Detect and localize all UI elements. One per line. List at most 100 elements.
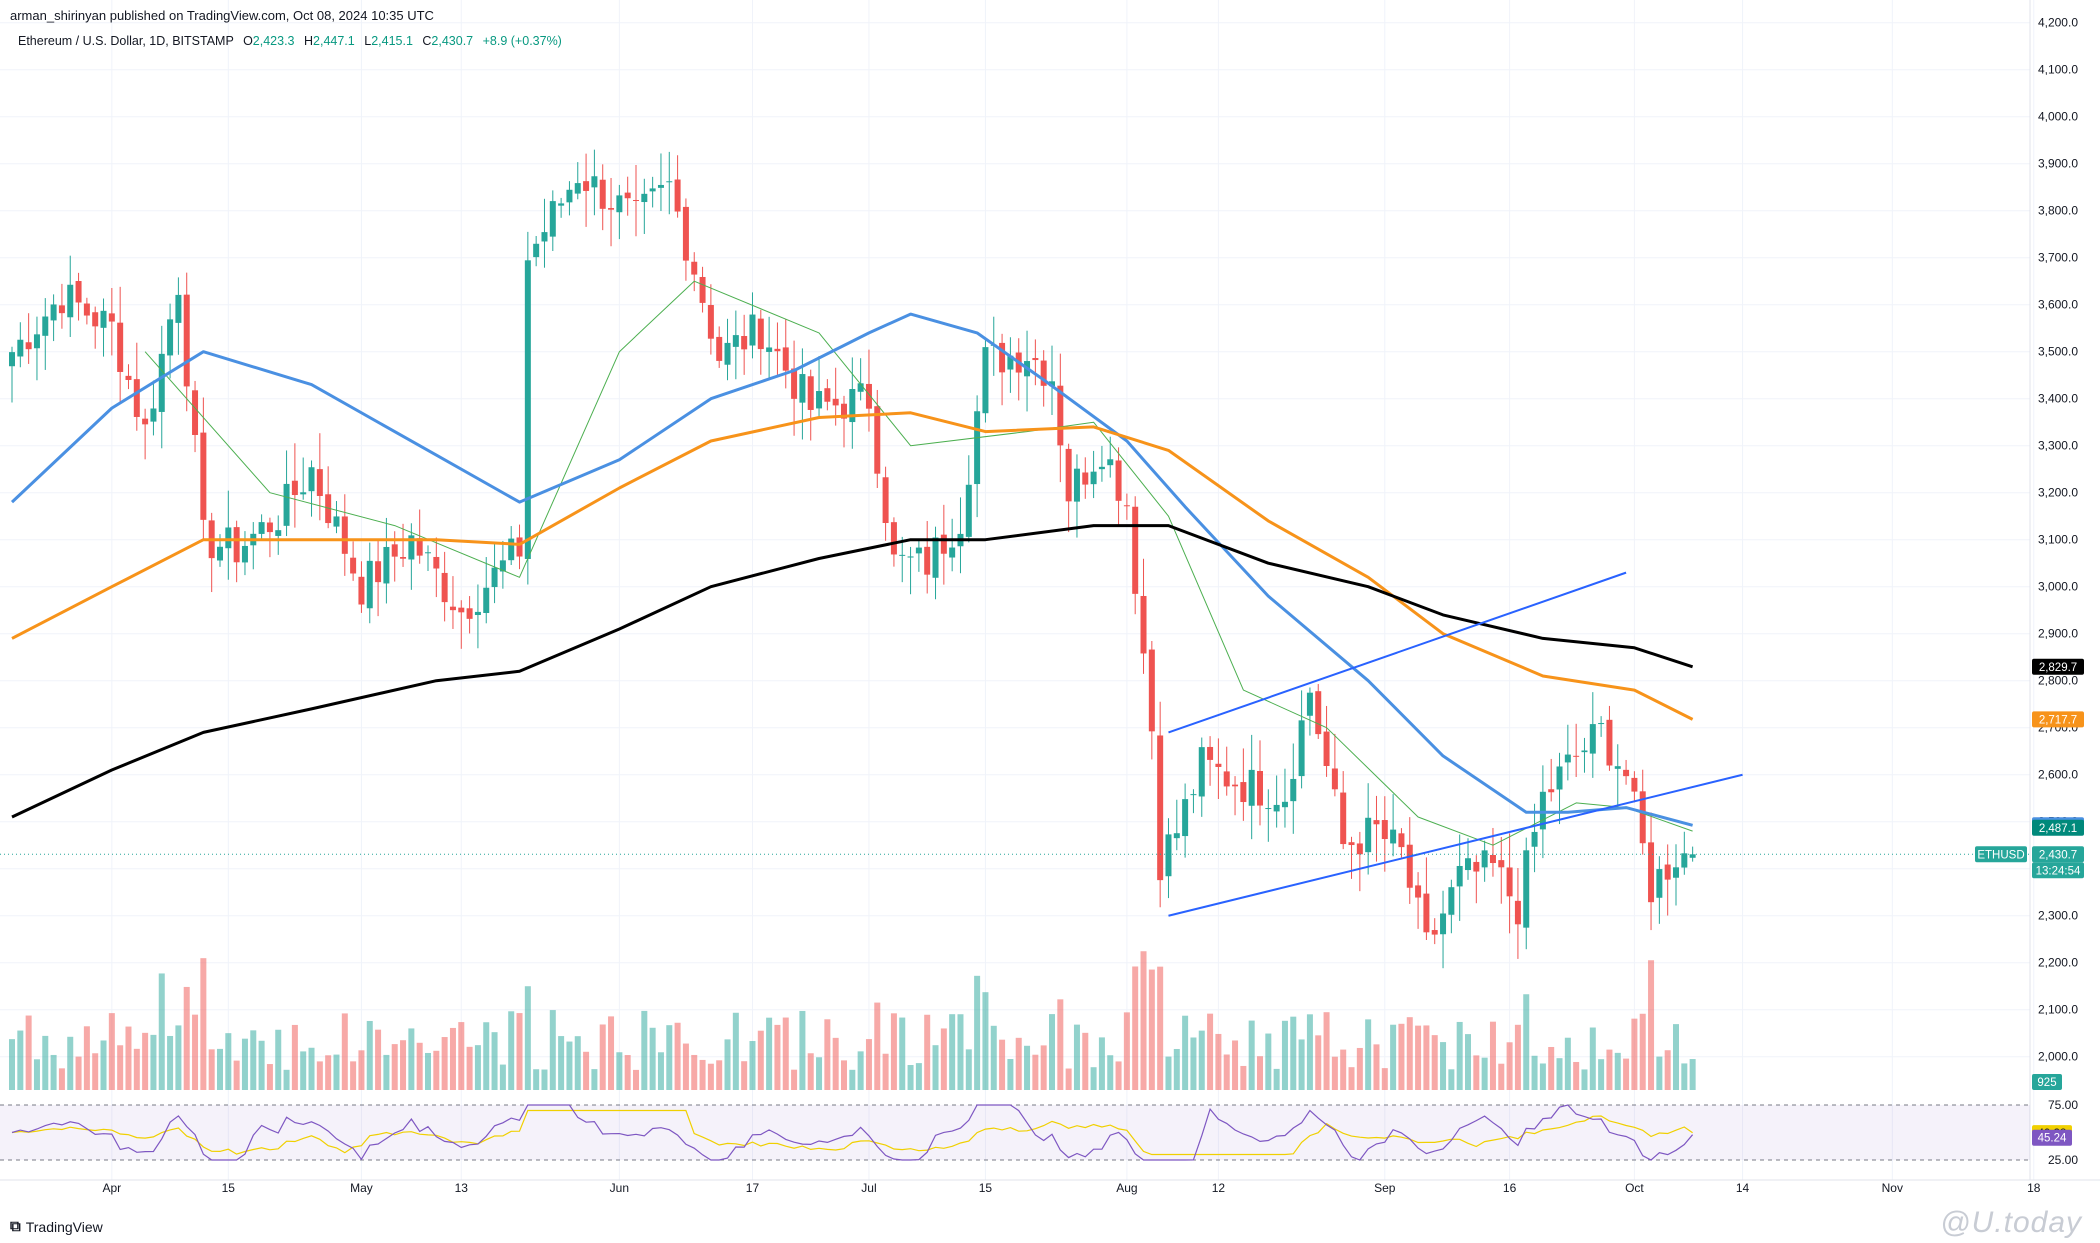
volume-bar — [1232, 1040, 1239, 1090]
price-tick-label: 3,300.0 — [2038, 439, 2078, 453]
price-label: 2,487.1 — [2032, 819, 2084, 836]
volume-bar — [1123, 1012, 1130, 1090]
volume-bar — [1140, 951, 1147, 1090]
price-label-text: 2,487.1 — [2039, 823, 2077, 835]
volume-bar — [1215, 1033, 1222, 1090]
volume-bar — [375, 1029, 382, 1090]
volume-bar — [291, 1024, 298, 1090]
volume-bar — [250, 1030, 257, 1090]
volume-bar — [516, 1013, 523, 1090]
volume-bar — [433, 1050, 440, 1090]
rsi-value-bg — [2032, 1129, 2072, 1146]
candle-body — [1173, 833, 1180, 839]
volume-bar — [807, 1053, 814, 1090]
candle-body — [9, 352, 15, 367]
candle-body — [857, 383, 864, 392]
candle-body — [1032, 357, 1039, 361]
volume-bar — [1032, 1054, 1039, 1090]
volume-bar — [100, 1040, 107, 1090]
candle-body — [1306, 692, 1313, 716]
volume-bar — [599, 1024, 606, 1090]
candle-body — [1598, 723, 1605, 725]
volume-bar — [125, 1026, 132, 1090]
candle-body — [1090, 471, 1097, 485]
candle-body — [1639, 791, 1646, 844]
volume-bar — [1614, 1052, 1621, 1090]
volume-bar — [907, 1065, 914, 1090]
candle-body — [474, 611, 481, 616]
price-tick-label: 3,200.0 — [2038, 486, 2078, 500]
volume-bar — [1415, 1025, 1422, 1090]
price-tick-label: 2,000.0 — [2038, 1050, 2078, 1064]
ohlc-high-value: 2,447.1 — [313, 34, 355, 48]
volume-bar — [932, 1045, 939, 1090]
rsi-line — [11, 1104, 1694, 1161]
volume-bar — [425, 1052, 431, 1090]
volume-bar — [183, 986, 190, 1090]
candle-body — [1240, 782, 1247, 803]
volume-bar — [1323, 1012, 1330, 1090]
volume-bar — [258, 1040, 265, 1090]
candle-body — [300, 492, 307, 495]
candle-body — [574, 183, 581, 194]
candle-body — [217, 546, 223, 561]
candle-body — [1165, 834, 1172, 877]
volume-bar — [724, 1039, 731, 1090]
volume-bar — [741, 1061, 748, 1090]
date-tick-label: 17 — [746, 1181, 760, 1195]
candle-body — [657, 184, 664, 188]
volume-bar — [1589, 1027, 1596, 1090]
volume-bar — [308, 1047, 315, 1090]
volume-bar — [699, 1059, 706, 1090]
candle-body — [333, 516, 340, 527]
volume-bar — [974, 975, 981, 1090]
candle-body — [674, 179, 681, 212]
candle-body — [766, 347, 773, 352]
candle-body — [1207, 746, 1214, 760]
volume-bar — [1623, 1058, 1630, 1090]
price-label-text: 2,717.7 — [2039, 714, 2077, 726]
candle-body — [824, 388, 831, 402]
candle-body — [341, 516, 348, 554]
candle-body — [233, 527, 240, 563]
candle-body — [1498, 860, 1505, 868]
volume-bar — [75, 1056, 82, 1090]
grid — [0, 0, 2035, 1180]
date-tick-label: Sep — [1374, 1181, 1396, 1195]
candle-body — [175, 294, 182, 323]
candle-body — [749, 314, 756, 346]
candle-body — [524, 260, 531, 559]
candle-body — [183, 294, 190, 387]
volume-bar — [150, 1034, 157, 1090]
volume-bar — [499, 1064, 506, 1090]
candle-body — [716, 336, 723, 361]
candle-body — [1431, 930, 1438, 935]
candle-body — [491, 567, 498, 588]
rsi-level-label: 75.00 — [2048, 1098, 2078, 1112]
volume-bar — [624, 1055, 631, 1090]
volume-bar — [1082, 1032, 1089, 1090]
volume-bar — [383, 1054, 390, 1090]
price-label-text: 2,829.7 — [2039, 662, 2077, 674]
candle-body — [358, 576, 365, 605]
volume-bar — [774, 1024, 781, 1090]
candle-body — [774, 348, 781, 352]
price-tick-label: 2,300.0 — [2038, 909, 2078, 923]
candle-body — [741, 336, 748, 350]
tradingview-brand[interactable]: ⧉ TradingView — [10, 1218, 103, 1235]
volume-bar — [924, 1014, 931, 1090]
symbol-name: Ethereum / U.S. Dollar, 1D, BITSTAMP — [18, 34, 234, 48]
candle-body — [50, 304, 57, 321]
moving-average-ma_100 — [11, 411, 1694, 721]
volume-bar — [142, 1032, 149, 1090]
volume-bar — [649, 1027, 656, 1090]
candle-body — [308, 467, 315, 492]
volume-bar — [1556, 1058, 1563, 1090]
candle-body — [1473, 861, 1480, 872]
volume-bar — [408, 1028, 415, 1090]
volume-bar — [1240, 1065, 1247, 1090]
price-tick-label: 4,000.0 — [2038, 110, 2078, 124]
moving-average-ma_50 — [10, 312, 1693, 827]
volume-bar — [1057, 999, 1064, 1090]
